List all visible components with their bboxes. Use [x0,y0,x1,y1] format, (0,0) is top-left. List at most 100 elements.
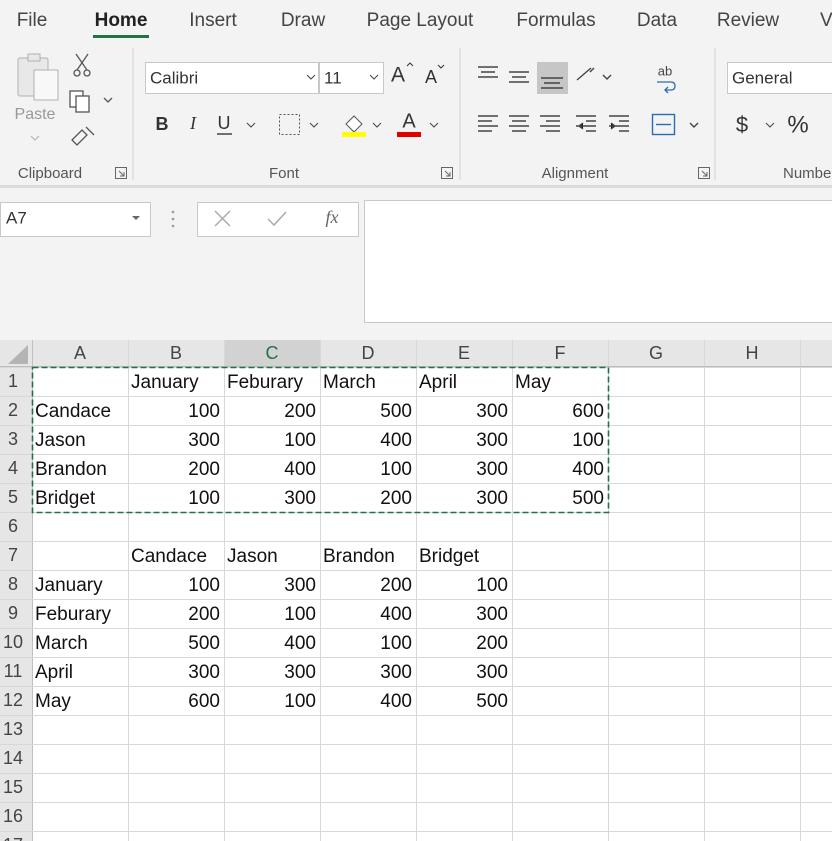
cancel-button[interactable] [214,210,231,227]
column-header[interactable]: H [746,343,759,363]
cell[interactable]: 300 [476,604,508,625]
cell[interactable]: 100 [284,430,316,451]
row-header[interactable]: 11 [4,661,23,681]
font-name-box[interactable] [145,62,319,94]
cell[interactable]: 500 [188,633,220,654]
cell[interactable]: 200 [380,488,412,509]
cell[interactable]: 300 [284,662,316,683]
cell[interactable]: 300 [284,488,316,509]
row-header[interactable]: 5 [8,487,18,507]
cell[interactable]: Jason [35,430,86,451]
cell[interactable]: 500 [572,488,604,509]
cell[interactable]: 400 [380,691,412,712]
ribbon-tab[interactable]: Page Layout [367,10,474,31]
cell[interactable]: 300 [476,488,508,509]
row-header[interactable]: 1 [8,371,18,391]
cell[interactable]: 200 [284,401,316,422]
percent-button[interactable]: % [787,111,808,138]
cell[interactable]: Feburary [35,604,112,625]
underline-button[interactable]: U [218,113,231,133]
row-header[interactable]: 13 [3,719,23,739]
alignment-buttons[interactable] [478,66,699,132]
cell[interactable]: 300 [188,662,220,683]
formula-input[interactable] [364,200,832,323]
cell[interactable]: 100 [188,488,220,509]
grow-font[interactable]: A [391,64,405,87]
cell[interactable]: Feburary [227,372,304,393]
cell[interactable]: Bridget [35,488,96,509]
cell[interactable]: Brandon [35,459,107,480]
cell[interactable]: 200 [188,604,220,625]
column-header[interactable]: G [649,343,663,363]
cell[interactable]: 100 [476,575,508,596]
cell[interactable]: 200 [476,633,508,654]
row-header[interactable]: 7 [8,545,18,565]
row-header[interactable]: 12 [3,690,23,710]
cell[interactable]: 300 [476,459,508,480]
bold-button[interactable]: B [156,114,169,134]
cell[interactable]: 100 [188,575,220,596]
cell[interactable]: 300 [476,430,508,451]
cell[interactable]: 200 [380,575,412,596]
column-header[interactable]: A [74,343,86,363]
cell[interactable]: 100 [380,459,412,480]
ribbon-tab[interactable]: Data [637,10,678,31]
wrap-text-button[interactable]: ab [658,63,672,78]
column-header[interactable]: D [362,343,375,363]
copy-button[interactable] [69,90,113,113]
cell[interactable]: 600 [572,401,604,422]
cell[interactable]: May [35,691,71,712]
column-header[interactable]: F [555,343,566,363]
insert-function[interactable]: fx [326,207,339,227]
cell[interactable]: January [35,575,103,596]
cell[interactable]: Candace [131,546,207,567]
cell[interactable]: 100 [572,430,604,451]
dialog-launchers[interactable] [115,167,710,179]
paste-button[interactable] [17,53,59,141]
ribbon-tab[interactable]: Formulas [516,10,595,31]
borders-button[interactable] [279,114,300,135]
row-header[interactable]: 8 [8,574,18,594]
cell[interactable]: 300 [476,401,508,422]
cell[interactable]: January [131,372,199,393]
row-header[interactable]: 9 [8,603,18,623]
fill-color-button[interactable] [342,115,366,137]
cell[interactable]: 400 [572,459,604,480]
ribbon-tab[interactable]: V [820,10,832,31]
row-header[interactable]: 14 [3,748,23,768]
cell[interactable]: 200 [188,459,220,480]
cell[interactable]: 300 [476,662,508,683]
cell[interactable]: Bridget [419,546,480,567]
cell[interactable]: 300 [380,662,412,683]
italic-button[interactable]: I [189,113,197,133]
cell[interactable]: 300 [284,575,316,596]
ribbon-tab[interactable]: Review [717,10,780,31]
enter-button[interactable] [267,211,287,227]
cell[interactable]: March [323,372,376,393]
cell[interactable]: April [35,662,73,683]
paste-label[interactable]: Paste [15,106,56,123]
cell[interactable]: Brandon [323,546,395,567]
cell[interactable]: 600 [188,691,220,712]
row-header[interactable]: 15 [3,777,23,797]
column-header[interactable]: E [458,343,470,363]
cell[interactable]: Jason [227,546,278,567]
cell[interactable]: March [35,633,88,654]
column-header[interactable]: C [266,343,279,363]
ribbon-tab[interactable]: Draw [281,10,326,31]
name-box[interactable] [0,202,151,237]
cell[interactable]: 400 [380,604,412,625]
format-painter-button[interactable] [71,126,95,146]
shrink-font[interactable]: A [425,67,437,87]
currency-button[interactable]: $ [736,112,748,137]
ribbon-tab[interactable]: File [17,10,48,31]
cell[interactable]: 500 [476,691,508,712]
cell[interactable]: May [515,372,551,393]
ribbon-tab[interactable]: Home [95,10,148,31]
number-format-box[interactable] [727,62,832,94]
select-all[interactable] [8,345,28,364]
cell[interactable]: 100 [284,691,316,712]
cell[interactable]: 400 [284,459,316,480]
row-header[interactable]: 2 [8,400,18,420]
ribbon-tab[interactable]: Insert [189,10,237,31]
